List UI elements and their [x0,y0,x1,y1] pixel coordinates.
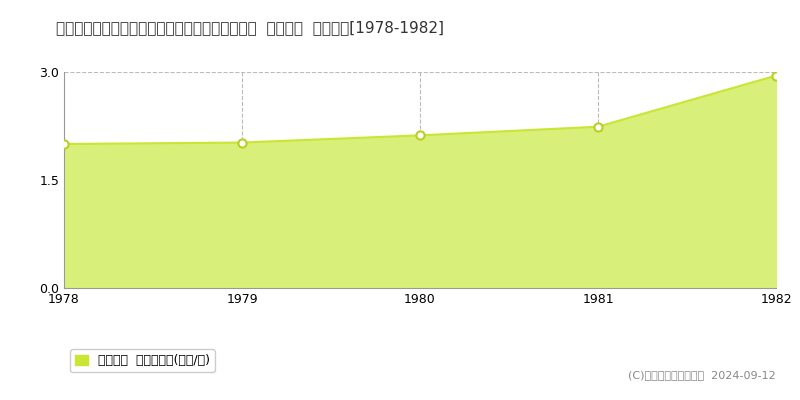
Text: 青森県南津軽郡大鰐町大字森山字上福田５６番１  地価公示  地価推移[1978-1982]: 青森県南津軽郡大鰐町大字森山字上福田５６番１ 地価公示 地価推移[1978-19… [56,20,444,35]
Point [592,124,605,130]
Point [58,141,70,147]
Text: (C)土地価格ドットコム  2024-09-12: (C)土地価格ドットコム 2024-09-12 [628,370,776,380]
Point [770,72,782,79]
Point [414,132,426,138]
Point [235,139,248,146]
Legend: 地価公示  平均坪単価(万円/坪): 地価公示 平均坪単価(万円/坪) [70,350,214,372]
